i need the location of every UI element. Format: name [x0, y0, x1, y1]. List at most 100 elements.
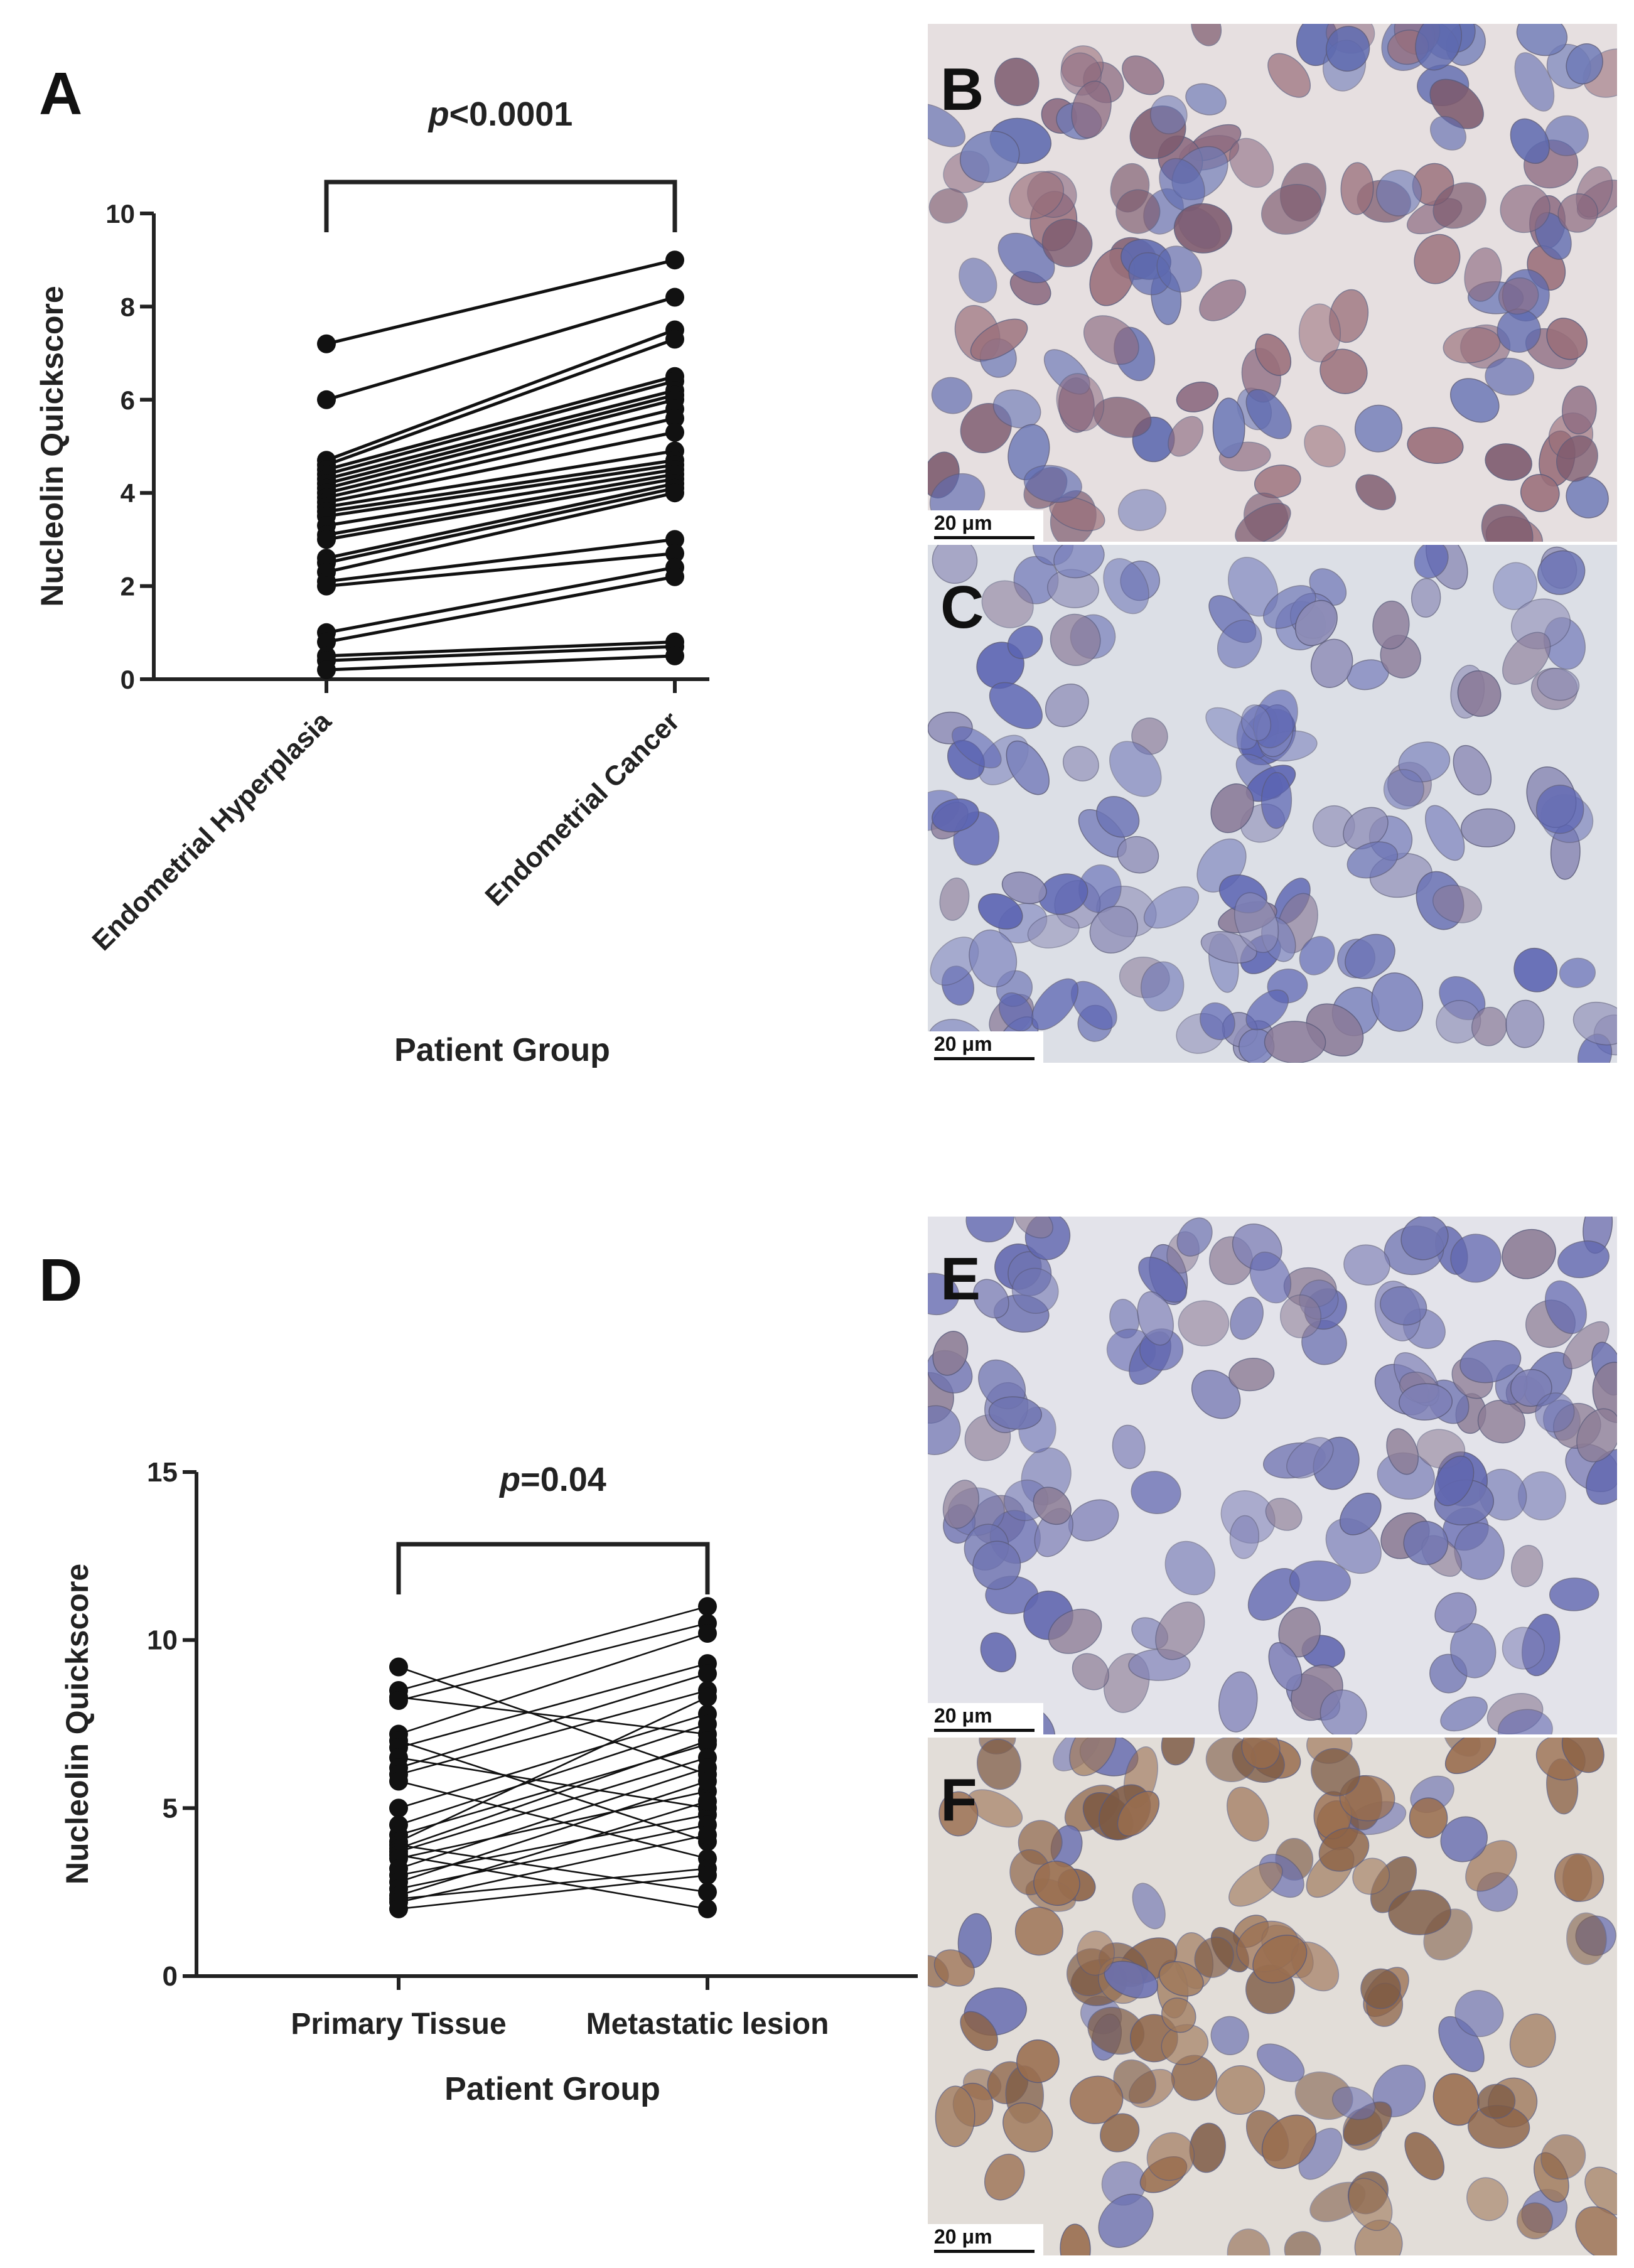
nucleus: [1168, 416, 1204, 457]
nucleus: [994, 57, 1040, 106]
nucleus: [1537, 667, 1580, 701]
nucleus: [1414, 234, 1461, 284]
p-value-text: <0.0001: [449, 95, 573, 133]
nucleus: [1415, 24, 1462, 71]
scale-bar-line: [934, 2250, 1035, 2253]
nucleus: [1100, 2113, 1140, 2152]
data-point: [665, 422, 684, 442]
scale-bar-e: 20 μm: [928, 1703, 1043, 1734]
nucleus: [1245, 989, 1289, 1031]
nucleus: [1161, 1738, 1195, 1766]
nucleus: [1117, 489, 1167, 531]
nucleus: [1284, 2231, 1321, 2255]
nucleus: [1261, 183, 1322, 235]
nucleus: [997, 232, 1055, 284]
pair-line: [398, 1740, 708, 1849]
pair-line: [326, 552, 675, 588]
x-tick-label: Metastatic lesion: [586, 2007, 829, 2041]
data-point: [665, 567, 684, 586]
nucleus: [1069, 1738, 1117, 1776]
nucleus: [1257, 2043, 1305, 2082]
nucleus: [1076, 1930, 1115, 1976]
nucleus: [1096, 796, 1140, 838]
nucleus: [1320, 1689, 1367, 1734]
micrograph-c: C 20 μm: [928, 545, 1617, 1063]
nucleus: [1014, 1217, 1053, 1239]
pair-line: [398, 1605, 708, 1692]
pair-line: [326, 477, 675, 541]
scale-bar-line: [934, 536, 1035, 539]
scale-bar-line: [934, 1057, 1035, 1060]
scale-bar-line: [934, 1729, 1035, 1732]
pair-line: [398, 1756, 708, 1853]
p-value-annotation: p=0.04: [498, 1461, 606, 1498]
y-axis-label: Nucleolin Quickscore: [35, 286, 70, 606]
scale-bar-f: 20 μm: [928, 2224, 1043, 2255]
nucleus: [1352, 1857, 1390, 1895]
nucleus: [1510, 118, 1550, 164]
nucleus: [1229, 137, 1274, 188]
nucleus: [1045, 684, 1089, 728]
nucleus: [1229, 1515, 1259, 1559]
data-point: [698, 1866, 717, 1885]
pair-line: [326, 431, 675, 504]
nucleus: [1072, 1653, 1109, 1690]
nucleus: [1434, 1455, 1475, 1507]
nucleus: [1554, 1853, 1604, 1902]
data-point: [698, 1883, 717, 1902]
nucleus: [1540, 2134, 1586, 2180]
nucleus: [1407, 427, 1464, 464]
micrograph-f: F 20 μm: [928, 1738, 1617, 2255]
nucleus: [1254, 465, 1301, 498]
nucleus: [973, 1279, 1009, 1319]
nucleus: [1450, 378, 1500, 423]
nucleus: [1355, 404, 1403, 453]
nucleus: [928, 1272, 960, 1316]
nucleus: [1502, 1228, 1556, 1279]
pair-line: [326, 328, 675, 462]
y-axis-label: Nucleolin Quickscore: [60, 1564, 95, 1884]
pair-line: [398, 1780, 708, 1883]
nucleus: [1161, 1997, 1196, 2033]
nucleus: [1592, 1362, 1617, 1423]
nucleus: [1280, 1294, 1322, 1338]
nucleus: [1493, 562, 1537, 610]
nucleus: [1009, 171, 1064, 220]
pair-line: [398, 1632, 708, 1735]
nucleus: [1131, 1471, 1181, 1514]
pair-line: [326, 654, 675, 672]
nucleus: [1517, 2202, 1553, 2240]
pair-line: [326, 486, 675, 564]
nucleus: [959, 257, 997, 303]
nucleus: [1286, 1437, 1334, 1479]
nucleus: [1340, 162, 1374, 215]
nucleus: [1520, 474, 1560, 512]
pair-line: [398, 1740, 708, 1843]
pair-line: [398, 1766, 708, 1869]
nucleus: [1033, 1486, 1072, 1525]
nucleus: [932, 545, 978, 584]
nucleus: [1255, 333, 1292, 376]
nucleus: [1016, 2039, 1060, 2083]
nucleus: [1137, 1291, 1174, 1346]
data-point: [665, 483, 684, 503]
y-tick-label: 5: [163, 1793, 178, 1824]
data-point: [698, 1758, 717, 1778]
nucleus: [1200, 1002, 1235, 1040]
nucleus: [1241, 704, 1272, 741]
nucleus: [1562, 385, 1597, 434]
pair-line: [398, 1689, 708, 1776]
nucleus: [1411, 578, 1441, 618]
nucleus: [989, 682, 1043, 729]
nucleus: [928, 103, 965, 148]
nucleus: [1546, 318, 1588, 360]
y-tick-label: 6: [121, 385, 135, 415]
pair-line: [326, 337, 675, 467]
data-point: [389, 1657, 408, 1677]
nucleus: [1132, 1883, 1166, 1930]
pair-line: [326, 566, 675, 635]
data-point: [317, 334, 336, 353]
y-tick-label: 10: [105, 199, 135, 228]
pair-line: [398, 1868, 708, 1900]
nucleus: [938, 1791, 979, 1837]
